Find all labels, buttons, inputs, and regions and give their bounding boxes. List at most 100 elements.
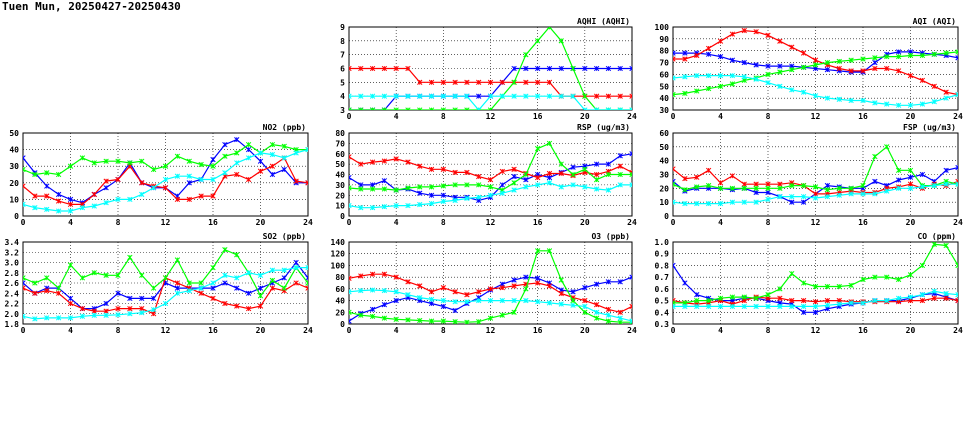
data-point — [605, 312, 612, 318]
data-point — [931, 99, 937, 105]
data-point — [523, 93, 529, 99]
data-point — [617, 93, 623, 99]
data-point — [789, 182, 795, 189]
data-point — [186, 173, 192, 179]
data-point — [777, 83, 783, 89]
data-point — [281, 285, 287, 291]
data-point — [234, 171, 240, 178]
series-2 — [673, 49, 958, 98]
data-point — [305, 146, 308, 153]
data-point — [464, 79, 470, 85]
data-point — [281, 155, 287, 161]
data-point — [943, 89, 949, 95]
data-point — [150, 295, 157, 302]
data-point — [605, 107, 612, 110]
data-point — [369, 313, 376, 320]
data-point — [476, 319, 482, 324]
data-point — [115, 196, 121, 203]
data-point — [499, 190, 505, 196]
data-point — [103, 312, 109, 318]
data-point — [511, 180, 517, 186]
x-tick-label: 0 — [671, 218, 676, 227]
data-point — [694, 292, 700, 298]
data-point — [848, 57, 854, 63]
data-point — [943, 50, 949, 56]
data-point — [440, 93, 446, 99]
data-point — [369, 205, 376, 211]
data-point — [305, 275, 308, 281]
chart-no2: 0 4 8 12 16 20 24 0 10 20 30 40 50 NO2 (ppb) — [9, 123, 313, 227]
data-point — [765, 185, 771, 191]
data-point — [369, 159, 376, 165]
data-point — [349, 174, 352, 181]
data-point — [393, 316, 399, 322]
x-tick-label: 0 — [21, 326, 26, 335]
data-point — [860, 300, 866, 306]
data-point — [358, 107, 364, 110]
data-point — [777, 193, 783, 200]
data-point — [32, 171, 38, 178]
data-point — [358, 287, 364, 294]
data-point — [812, 195, 819, 201]
data-point — [222, 153, 228, 159]
x-tick-label: 12 — [161, 218, 171, 227]
data-point — [955, 292, 958, 298]
data-point — [293, 178, 299, 184]
data-point — [800, 89, 807, 95]
data-point — [535, 280, 541, 286]
data-point — [405, 159, 411, 165]
data-point — [476, 79, 482, 85]
data-point — [753, 199, 759, 205]
data-point — [593, 177, 600, 183]
data-point — [824, 67, 831, 73]
data-point — [523, 171, 529, 178]
data-point — [523, 286, 529, 292]
data-point — [546, 79, 553, 85]
x-tick-label: 24 — [953, 112, 963, 121]
data-point — [582, 166, 588, 172]
data-point — [428, 107, 435, 110]
data-point — [476, 107, 482, 110]
data-point — [919, 297, 926, 304]
data-point — [777, 303, 783, 310]
data-point — [67, 315, 74, 321]
data-point — [79, 313, 86, 319]
data-point — [872, 153, 878, 160]
data-point — [452, 93, 458, 99]
chart-aqi: 0 4 8 12 16 20 24 30 40 50 60 70 80 90 100 AQI (AQI) — [655, 17, 963, 121]
data-point — [535, 38, 541, 44]
data-point — [281, 267, 287, 273]
x-tick-label: 8 — [766, 218, 771, 227]
data-point — [593, 309, 600, 315]
data-point — [210, 285, 216, 291]
data-point — [139, 191, 145, 198]
data-point — [210, 264, 216, 271]
data-point — [198, 280, 204, 286]
data-point — [765, 189, 771, 196]
data-point — [115, 176, 121, 183]
x-tick-label: 24 — [953, 326, 963, 335]
data-point — [210, 156, 216, 163]
x-tick-label: 20 — [256, 218, 266, 227]
y-tick-label: 3 — [340, 106, 345, 115]
data-point — [765, 292, 771, 298]
data-point — [777, 295, 783, 301]
chart-title: SO2 (ppb) — [263, 232, 306, 241]
data-point — [210, 280, 216, 286]
data-point — [741, 199, 747, 205]
data-point — [593, 186, 600, 192]
data-point — [836, 65, 842, 72]
data-point — [617, 171, 623, 178]
data-point — [673, 166, 676, 172]
y-tick-label: 2.8 — [5, 269, 20, 278]
data-point — [605, 93, 612, 99]
data-point — [729, 303, 736, 310]
data-point — [800, 182, 807, 189]
x-tick-label: 4 — [68, 218, 73, 227]
x-tick-label: 24 — [303, 326, 313, 335]
data-point — [824, 187, 831, 193]
data-point — [694, 52, 700, 59]
chart-title: AQI (AQI) — [913, 17, 956, 26]
data-point — [393, 93, 399, 99]
data-point — [872, 178, 878, 185]
